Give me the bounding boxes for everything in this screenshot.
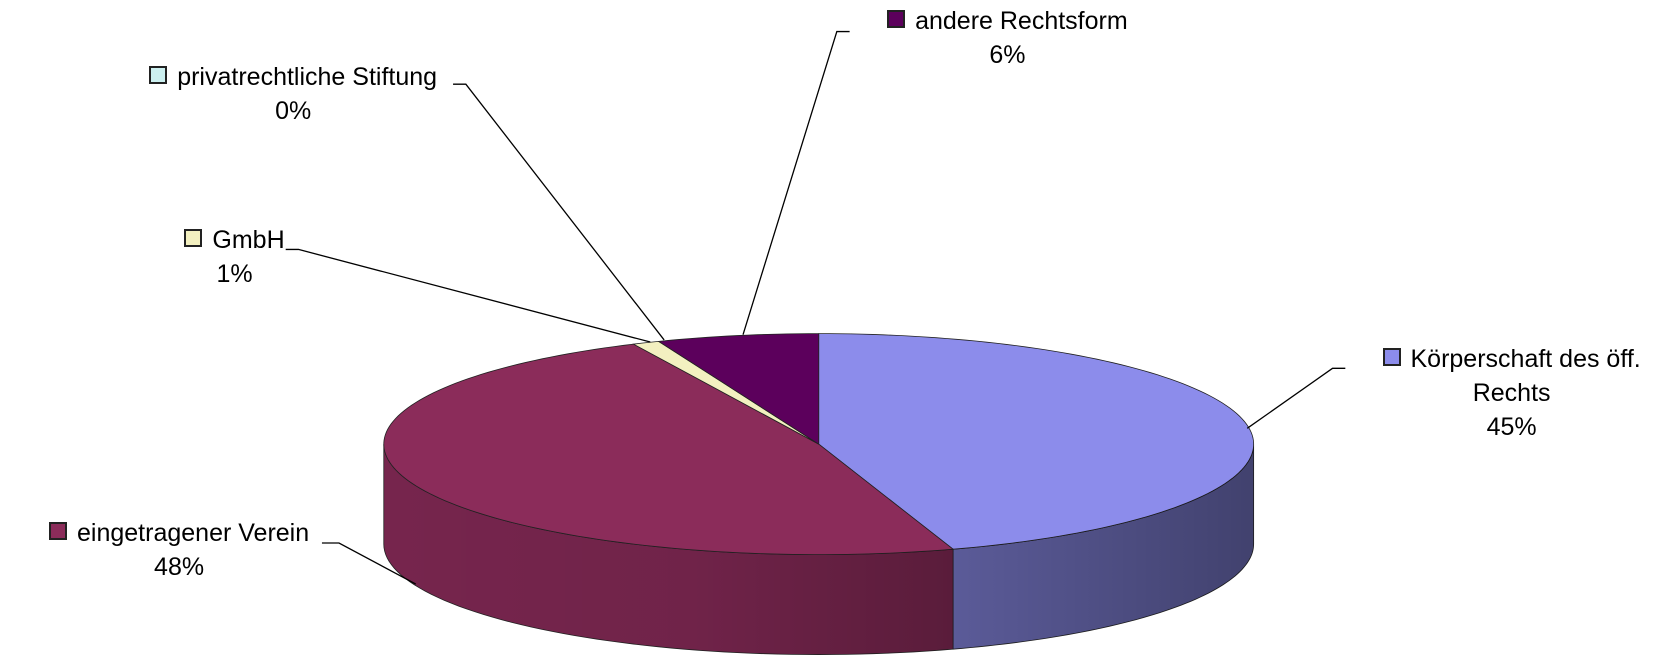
category-label: andere Rechtsform	[915, 7, 1128, 36]
label-line: GmbH	[160, 223, 309, 257]
slice-top	[657, 333, 820, 445]
label-line: eingetragener Verein	[9, 516, 350, 550]
percent-label: 0%	[275, 96, 312, 125]
percent-label: 48%	[154, 552, 205, 581]
category-label: eingetragener Verein	[77, 518, 310, 547]
leader-line	[742, 30, 850, 335]
percent-label: 6%	[989, 41, 1026, 70]
legend-swatch	[1382, 348, 1401, 367]
percent-label: 1%	[216, 260, 253, 289]
leader-line	[285, 248, 651, 343]
label-line: Körperschaft des öff. Rechts	[1352, 342, 1663, 410]
leader-line	[1246, 367, 1346, 429]
data-label: privatrechtliche Stiftung 0%	[107, 60, 480, 128]
pie-slice	[657, 333, 820, 445]
data-label: Körperschaft des öff. Rechts 45%	[1352, 342, 1663, 444]
data-label: andere Rechtsform 6%	[853, 4, 1162, 72]
label-line: privatrechtliche Stiftung	[107, 60, 480, 94]
legend-swatch	[49, 521, 68, 540]
legend-swatch	[149, 65, 168, 84]
leader-line	[321, 542, 417, 585]
category-label: Körperschaft des öff. Rechts	[1410, 345, 1641, 408]
category-label: privatrechtliche Stiftung	[177, 62, 438, 91]
percent-label: 45%	[1486, 413, 1537, 442]
data-label: GmbH 1%	[160, 223, 309, 291]
legend-swatch	[184, 229, 203, 248]
legend-swatch	[887, 10, 906, 29]
category-label: GmbH	[212, 226, 285, 255]
data-label: eingetragener Verein 48%	[9, 516, 350, 584]
label-line: andere Rechtsform	[853, 4, 1162, 38]
leader-line	[453, 83, 665, 341]
